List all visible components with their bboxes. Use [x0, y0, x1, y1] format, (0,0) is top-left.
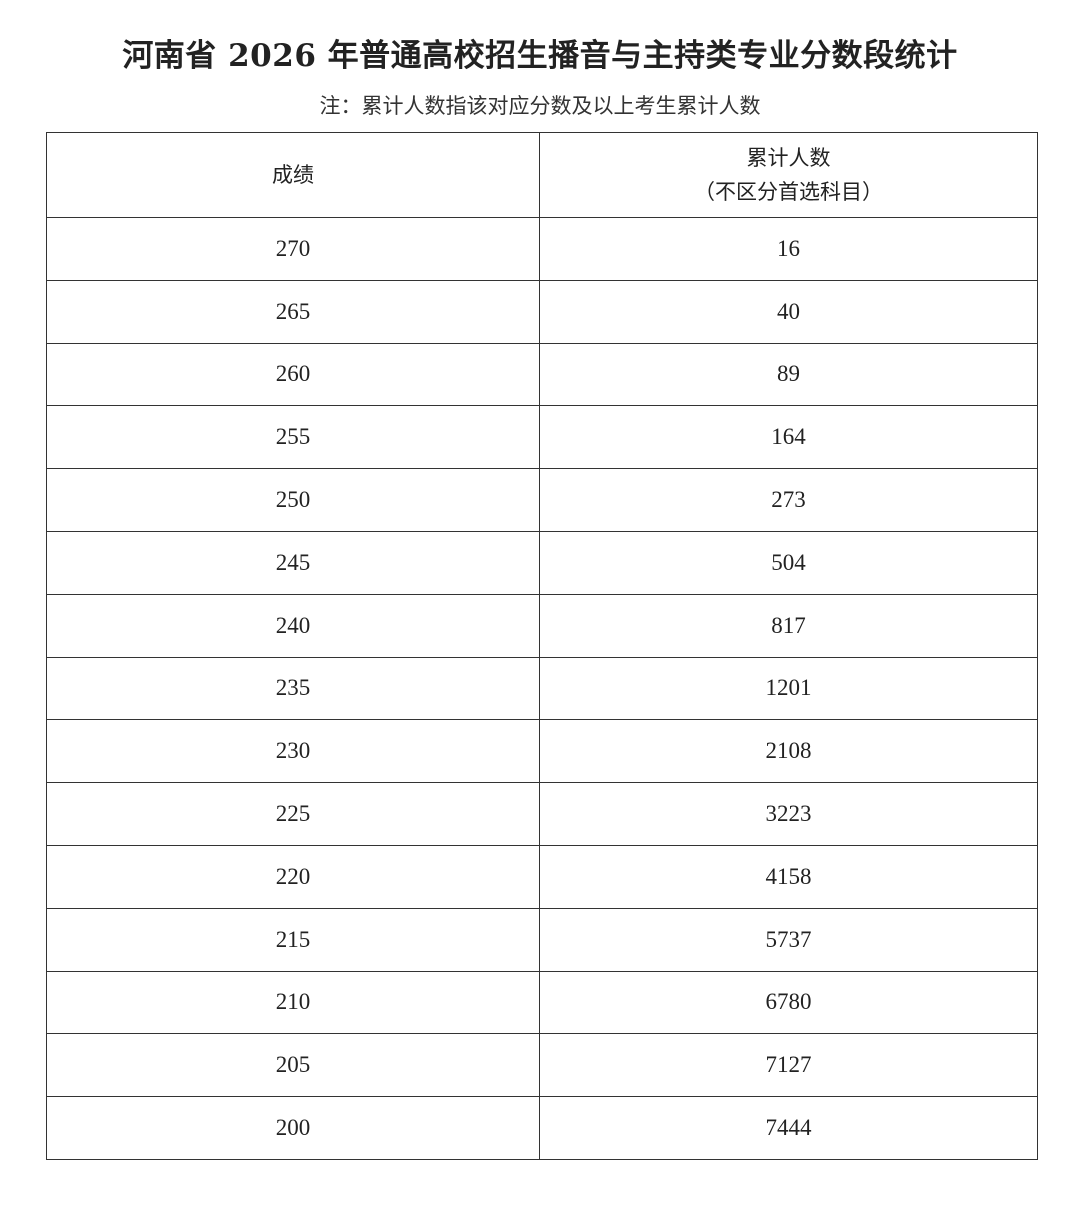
- table-row: 255 164: [46, 405, 1038, 470]
- score-cell: 265: [46, 279, 540, 344]
- table-row: 225 3223: [46, 782, 1038, 846]
- cumulative-count-cell: 16: [539, 217, 1038, 281]
- table-row: 270 16: [46, 217, 1038, 281]
- cumulative-count-cell: 273: [539, 468, 1038, 532]
- cumulative-count-cell: 7127: [539, 1033, 1038, 1098]
- score-cell: 225: [46, 782, 540, 846]
- table-row: 235 1201: [46, 656, 1038, 721]
- table-row: 260 89: [46, 342, 1038, 407]
- table-row: 265 40: [46, 279, 1038, 344]
- score-cell: 255: [46, 405, 540, 470]
- score-cell: 205: [46, 1033, 540, 1098]
- cumulative-count-cell: 3223: [539, 782, 1038, 846]
- score-cell: 230: [46, 719, 540, 784]
- cumulative-count-cell: 5737: [539, 907, 1038, 972]
- header-cumulative-line1: 累计人数: [746, 146, 831, 170]
- score-cell: 210: [46, 970, 540, 1035]
- score-cell: 235: [46, 656, 540, 721]
- table-row: 250 273: [46, 468, 1038, 532]
- cumulative-count-cell: 1201: [539, 656, 1038, 721]
- cumulative-count-cell: 4158: [539, 844, 1038, 909]
- table-note: 注：累计人数指该对应分数及以上考生累计人数: [319, 94, 761, 118]
- score-cell: 240: [46, 593, 540, 658]
- score-cell: 250: [46, 468, 540, 532]
- table-header-row: 成绩 累计人数 （不区分首选科目）: [46, 132, 1038, 218]
- score-cell: 200: [46, 1096, 540, 1160]
- cumulative-count-cell: 817: [539, 593, 1038, 658]
- header-cumulative-line2: （不区分首选科目）: [694, 180, 883, 204]
- score-cell: 245: [46, 530, 540, 595]
- cumulative-count-cell: 7444: [539, 1096, 1038, 1160]
- table-row: 200 7444: [46, 1096, 1038, 1160]
- table-row: 220 4158: [46, 844, 1038, 909]
- cumulative-count-cell: 6780: [539, 970, 1038, 1035]
- table-row: 240 817: [46, 593, 1038, 658]
- cumulative-count-cell: 164: [539, 405, 1038, 470]
- cumulative-count-cell: 40: [539, 279, 1038, 344]
- table-row: 210 6780: [46, 970, 1038, 1035]
- score-distribution-table: 成绩 累计人数 （不区分首选科目） 270 16 265 40 260 89 255 164 2…: [46, 132, 1038, 1160]
- cumulative-count-cell: 89: [539, 342, 1038, 407]
- header-cumulative-count: 累计人数 （不区分首选科目）: [539, 132, 1038, 218]
- cumulative-count-cell: 2108: [539, 719, 1038, 784]
- score-cell: 215: [46, 907, 540, 972]
- table-row: 215 5737: [46, 907, 1038, 972]
- table-row: 245 504: [46, 530, 1038, 595]
- table-row: 230 2108: [46, 719, 1038, 784]
- score-cell: 260: [46, 342, 540, 407]
- page-title: 河南省 2026 年普通高校招生播音与主持类专业分数段统计: [122, 38, 958, 74]
- header-score: 成绩: [46, 132, 540, 218]
- table-row: 205 7127: [46, 1033, 1038, 1098]
- score-cell: 220: [46, 844, 540, 909]
- score-cell: 270: [46, 217, 540, 281]
- cumulative-count-cell: 504: [539, 530, 1038, 595]
